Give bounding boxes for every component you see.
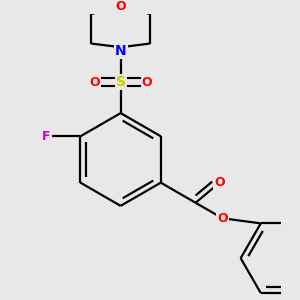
Text: O: O	[89, 76, 100, 89]
Text: O: O	[217, 212, 228, 225]
Text: N: N	[115, 44, 126, 58]
Text: O: O	[214, 176, 225, 189]
Text: O: O	[115, 0, 126, 13]
Text: O: O	[142, 76, 152, 89]
Text: S: S	[116, 75, 126, 89]
Text: F: F	[42, 130, 51, 143]
